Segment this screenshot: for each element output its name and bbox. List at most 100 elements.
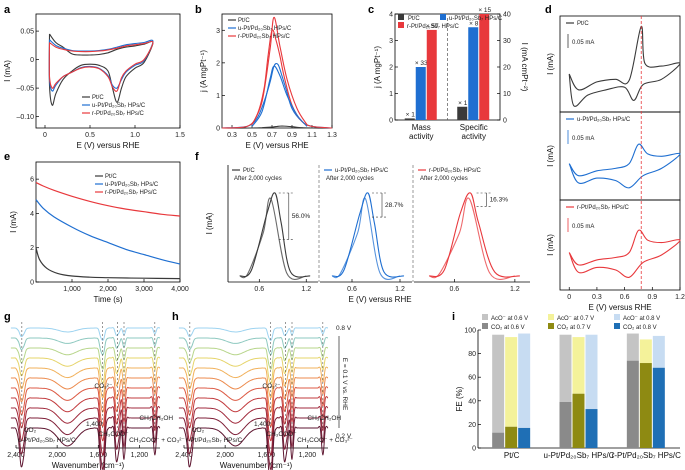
chart-f-note-2: After 2,000 cycles: [420, 176, 468, 182]
chart-h-potential-bottom: 0.2 V: [336, 433, 352, 440]
chart-c-category-0-1: activity: [409, 132, 433, 141]
chart-g-spectrum-2: [10, 346, 161, 370]
chart-h-spectrum-6: [178, 386, 329, 427]
chart-c-bar-0-1: [415, 67, 426, 120]
chart-g-spectrum-7: [10, 396, 161, 442]
chart-h-spectrum-2: [178, 346, 329, 370]
chart-e-legend-label-2: r-Pt/Pd₂₀Sb₇ HPs/C: [105, 190, 158, 196]
chart-i-legend-label-5: CO₂ at 0.8 V: [623, 325, 657, 331]
chart-b-series-2: [221, 29, 333, 129]
chart-c-bar-label-0-2: × 57: [426, 23, 439, 30]
panel-letter-b: b: [195, 4, 202, 16]
panel-letter-g: g: [4, 311, 11, 323]
chart-b-ytick-label-0: 0: [216, 126, 220, 133]
chart-b-ytick-label-1: 1: [216, 93, 220, 100]
chart-e-xtick-label-0: 1,000: [63, 286, 81, 293]
chart-i-bar-co2-0-0: [492, 432, 505, 448]
chart-i-legend-label-4: CO₂ at 0.7 V: [557, 325, 591, 331]
chart-g-label-ethanol: CH₃CH₂OH: [139, 415, 173, 422]
chart-f-retention-0: 56.0%: [292, 213, 311, 220]
chart-h-label-co3: CO₃²⁻: [262, 383, 280, 390]
chart-h-spectrum-5: [178, 376, 329, 413]
chart-h-spectrum-3: [178, 356, 329, 384]
chart-d-series-0: [568, 25, 681, 107]
chart-b-xtick-label-1: 0.5: [247, 132, 257, 139]
chart-i-category-1: u-Pt/Pd₂₀Sb₇ HPs/C: [544, 451, 615, 460]
chart-h-xtick-label-3: 1,200: [299, 452, 317, 459]
chart-g-label-acetate-co3: CH₃COO⁻ + CO₃²⁻: [129, 437, 185, 444]
chart-f-0-xtick-label-1: 1.2: [301, 286, 311, 293]
chart-b: 0.3 0.5 0.7 0.9 1.1 1.3 0 1 2 3 E (V) versus RHE j …: [199, 13, 337, 150]
chart-b-legend-label-2: r-Pt/Pd₂₀Sb₇ HPs/C: [238, 34, 291, 40]
chart-g-sample-label: u-Pt/Pd₂₀Sb₇ HPs/C: [18, 437, 76, 444]
chart-d-frame-2: [559, 199, 681, 291]
chart-i-legend-swatch-2: [614, 314, 620, 320]
chart-h-xtick-label-2: 1,600: [258, 452, 276, 459]
chart-h-label-acetate-co3: CH₃COO⁻ + CO₃²⁻: [297, 437, 353, 444]
chart-h-label-ethanol: CH₃CH₂OH: [307, 415, 341, 422]
chart-g-spectrum-5: [10, 376, 161, 413]
chart-d-series-1: [568, 143, 681, 189]
chart-e-series-0: [35, 247, 181, 280]
chart-b-series-1: [221, 62, 333, 129]
chart-g-xtick-label-3: 1,200: [131, 452, 149, 459]
chart-d-ylabel-0: I (mA): [546, 53, 555, 75]
panel-letter-h: h: [172, 311, 179, 323]
chart-b-xtick-label-2: 0.7: [267, 132, 277, 139]
chart-i-bar-aco-1-2: [585, 334, 598, 410]
chart-f-legend-label-1: u-Pt/Pd₂₀Sb₇ HPs/C: [335, 168, 389, 174]
chart-g-label-co2: CO₂: [24, 427, 37, 434]
chart-b-xtick-label-4: 1.1: [307, 132, 317, 139]
chart-d-scale-label-2: 0.05 mA: [572, 224, 594, 230]
chart-b-xtick-label-3: 0.9: [287, 132, 297, 139]
chart-c-ytick-right-label-3: 30: [503, 38, 511, 45]
chart-b-ytick-label-2: 2: [216, 60, 220, 67]
chart-e-ytick-label-0: 0: [30, 280, 34, 287]
chart-h-potential-axis: E = 0.1 V vs. RHE: [341, 358, 348, 411]
chart-i-bar-aco-2-0: [626, 333, 639, 361]
chart-d-xtick-label-1: 0.3: [592, 294, 602, 301]
chart-h-xtick-label-1: 2,000: [216, 452, 234, 459]
chart-f-1-xtick-label-1: 1.2: [395, 286, 405, 293]
chart-f-series-rev-2: [429, 197, 515, 280]
chart-e-xlabel: Time (s): [93, 295, 122, 304]
chart-g-xtick-label-1: 2,000: [48, 452, 66, 459]
chart-e-xtick-label-3: 4,000: [171, 286, 189, 293]
chart-a-xlabel: E (V) versus RHE: [76, 141, 139, 150]
chart-i-ytick-label-3: 60: [468, 375, 476, 382]
panel-letter-e: e: [4, 151, 10, 163]
chart-a-xtick-label-1: 0.5: [85, 132, 95, 139]
chart-h-label-co2: CO₂: [192, 427, 205, 434]
chart-c-category-0-0: Mass: [412, 123, 431, 132]
chart-d-series-2: [568, 229, 681, 278]
chart-f-legend-label-0: Pt/C: [243, 168, 255, 174]
chart-e-legend-label-1: u-Pt/Pd₂₀Sb₇ HPs/C: [105, 182, 159, 188]
chart-c-ytick-right-label-1: 10: [503, 91, 511, 98]
chart-g-spectrum-3: [10, 356, 161, 384]
chart-i-bar-co2-2-0: [626, 360, 639, 448]
chart-f-legend-label-2: r-Pt/Pd₂₀Sb₇ HPs/C: [429, 168, 482, 174]
chart-i-legend-label-3: CO₂ at 0.6 V: [491, 325, 525, 331]
chart-i-bar-co2-2-1: [639, 363, 652, 448]
chart-e-legend-label-0: Pt/C: [105, 174, 117, 180]
chart-c-a-legend-label-0: Pt/C: [408, 16, 420, 22]
chart-i-legend-label-0: AcO⁻ at 0.6 V: [491, 316, 528, 322]
chart-h-label-acetate: CH₃COO⁻: [266, 431, 296, 438]
chart-i-legend-swatch-4: [548, 323, 554, 329]
chart-h-spectrum-8: [178, 406, 329, 456]
chart-e-ylabel: I (mA): [9, 211, 18, 233]
chart-i: 0 20 40 60 80 100 FE (%) Pt/C u-Pt/Pd₂₀Sb₇ HPs/C…: [455, 314, 681, 460]
chart-e: 1,000 2,000 3,000 4,000 0 2 4 6 Time (s) I (mA) Pt…: [9, 161, 189, 304]
chart-c-bar-0-2: [426, 29, 437, 120]
panel-letter-i: i: [452, 311, 455, 323]
chart-d-legend-label-2: r-Pt/Pd₂₀Sb₇ HPs/C: [577, 205, 630, 211]
chart-g-xtick-label-0: 2,400: [7, 452, 25, 459]
chart-a-legend-label-0: Pt/C: [92, 95, 104, 101]
chart-d-xtick-label-2: 0.6: [620, 294, 630, 301]
chart-h-spectrum-7: [178, 396, 329, 442]
chart-a-ylabel: I (mA): [3, 60, 12, 82]
chart-i-bar-co2-1-0: [559, 401, 572, 448]
chart-c-bar-label-1-0: × 1: [458, 100, 468, 107]
